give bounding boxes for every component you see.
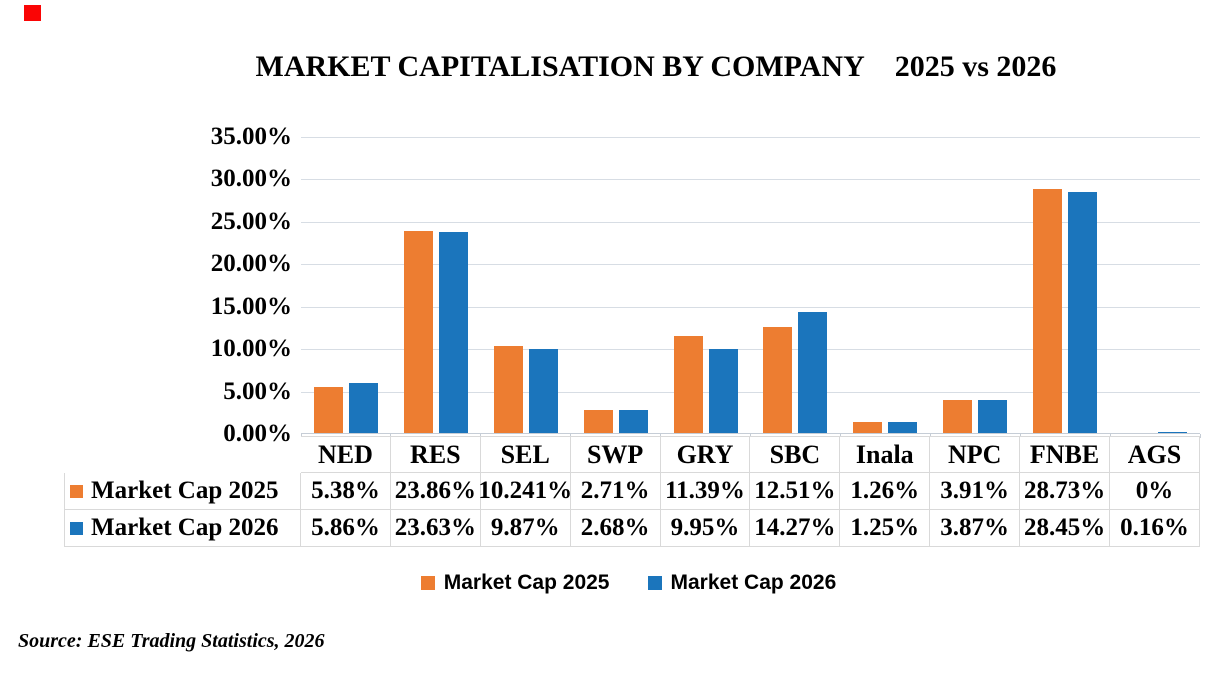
bar-market-cap-2025-sbc xyxy=(763,326,793,433)
data-table: NED RES SEL SWP GRY SBC Inala NPC FNBE AGS Market … xyxy=(64,436,1200,547)
series-name: Market Cap 2026 xyxy=(91,514,279,541)
grid-line xyxy=(301,137,1200,138)
category-header-cell: Inala xyxy=(840,436,931,473)
legend-swatch xyxy=(647,576,662,590)
x-axis-line xyxy=(301,433,1200,434)
category-header-cell: GRY xyxy=(660,436,751,473)
bar-market-cap-2025-sel xyxy=(493,346,523,433)
table-value-cell: 28.73% xyxy=(1020,473,1111,510)
table-series-row: Market Cap 2025 5.38% 23.86% 10.241% 2.71% 11… xyxy=(64,473,1200,510)
y-tick-label: 25.00% xyxy=(210,207,292,235)
grid-line xyxy=(301,264,1200,266)
x-axis-tick xyxy=(1199,434,1201,438)
category-header-cell: RES xyxy=(390,436,481,473)
bar-market-cap-2025-res xyxy=(403,230,433,433)
table-value-cell: 10.241% xyxy=(478,473,572,510)
grid-line xyxy=(301,179,1200,181)
plot-area xyxy=(300,137,1201,438)
red-corner-marker xyxy=(24,5,41,21)
table-value-cell: 1.25% xyxy=(840,510,931,547)
series-name: Market Cap 2025 xyxy=(91,477,279,504)
bar-market-cap-2026-res xyxy=(438,232,468,433)
table-corner-cell xyxy=(64,436,301,473)
category-header-cell: NED xyxy=(301,436,391,473)
bar-market-cap-2025-fnbe xyxy=(1033,189,1063,433)
chart-title-years: 2025 vs 2026 xyxy=(894,50,1057,83)
legend-label: Market Cap 2025 xyxy=(443,571,610,594)
source-note: Source: ESE Trading Statistics, 2026 xyxy=(18,630,325,652)
legend-swatch xyxy=(420,576,435,590)
y-tick-label: 20.00% xyxy=(210,250,292,278)
y-tick-label: 10.00% xyxy=(210,335,292,363)
grid-line xyxy=(301,349,1200,351)
table-value-cell: 2.68% xyxy=(570,510,661,547)
bar-market-cap-2026-inala xyxy=(888,422,918,433)
bar-market-cap-2025-npc xyxy=(943,399,973,433)
table-value-cell: 23.63% xyxy=(390,510,481,547)
table-value-cell: 3.87% xyxy=(930,510,1021,547)
legend-item: Market Cap 2026 xyxy=(647,571,837,595)
table-value-cell: 14.27% xyxy=(750,510,841,547)
category-header-cell: SBC xyxy=(750,436,841,473)
bar-market-cap-2025-ned xyxy=(313,387,343,433)
table-value-cell: 0.16% xyxy=(1110,510,1200,547)
table-value-cell: 0% xyxy=(1110,473,1200,510)
bar-market-cap-2025-swp xyxy=(583,410,613,433)
y-tick-label: 15.00% xyxy=(210,292,292,320)
y-tick-label: 30.00% xyxy=(210,165,292,193)
chart-title-main: MARKET CAPITALISATION BY COMPANY xyxy=(255,50,865,83)
bar-market-cap-2026-npc xyxy=(978,400,1008,433)
category-header-cell: NPC xyxy=(930,436,1021,473)
table-value-cell: 1.26% xyxy=(840,473,931,510)
table-value-cell: 2.71% xyxy=(570,473,661,510)
bar-market-cap-2026-gry xyxy=(708,348,738,433)
chart-title: MARKET CAPITALISATION BY COMPANY 2025 vs … xyxy=(0,50,1217,84)
bar-market-cap-2026-fnbe xyxy=(1068,191,1098,433)
bar-market-cap-2026-sel xyxy=(528,349,558,433)
grid-line xyxy=(301,306,1200,308)
table-value-cell: 28.45% xyxy=(1020,510,1111,547)
table-value-cell: 5.38% xyxy=(301,473,391,510)
table-value-cell: 3.91% xyxy=(930,473,1021,510)
series-row-header: Market Cap 2026 xyxy=(64,510,301,547)
grid-line xyxy=(301,391,1200,393)
table-value-cell: 5.86% xyxy=(301,510,391,547)
series-row-header: Market Cap 2025 xyxy=(64,473,301,510)
series-swatch xyxy=(70,484,83,498)
y-tick-label: 35.00% xyxy=(210,123,292,150)
table-value-cell: 9.95% xyxy=(660,510,751,547)
bar-market-cap-2026-sbc xyxy=(798,311,828,433)
y-tick-label: 0.00% xyxy=(223,420,292,447)
y-tick-label: 5.00% xyxy=(223,377,292,405)
table-value-cell: 11.39% xyxy=(660,473,751,510)
y-axis-labels: 0.00% 5.00% 10.00% 15.00% 20.00% 25.00% 30.00%… xyxy=(150,123,292,447)
chart-legend: Market Cap 2025 Market Cap 2026 xyxy=(20,571,1217,595)
bar-market-cap-2026-ned xyxy=(348,383,378,433)
category-header-cell: SWP xyxy=(570,436,661,473)
legend-item: Market Cap 2025 xyxy=(420,571,610,595)
category-header-cell: AGS xyxy=(1110,436,1200,473)
bar-market-cap-2025-inala xyxy=(853,422,883,433)
table-header-row: NED RES SEL SWP GRY SBC Inala NPC FNBE AGS xyxy=(64,436,1200,473)
grid-line xyxy=(301,221,1200,223)
bar-market-cap-2026-ags xyxy=(1158,431,1188,433)
category-header-cell: SEL xyxy=(480,436,571,473)
legend-label: Market Cap 2026 xyxy=(670,571,837,594)
table-value-cell: 23.86% xyxy=(390,473,481,510)
bar-market-cap-2025-gry xyxy=(673,336,703,433)
bar-market-cap-2026-swp xyxy=(618,410,648,433)
table-value-cell: 9.87% xyxy=(480,510,571,547)
series-swatch xyxy=(70,521,83,535)
table-series-row: Market Cap 2026 5.86% 23.63% 9.87% 2.68% 9.95… xyxy=(64,510,1200,547)
category-header-cell: FNBE xyxy=(1020,436,1111,473)
table-value-cell: 12.51% xyxy=(750,473,841,510)
